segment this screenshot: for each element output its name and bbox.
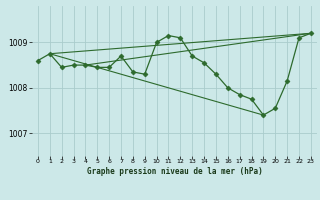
X-axis label: Graphe pression niveau de la mer (hPa): Graphe pression niveau de la mer (hPa) <box>86 167 262 176</box>
